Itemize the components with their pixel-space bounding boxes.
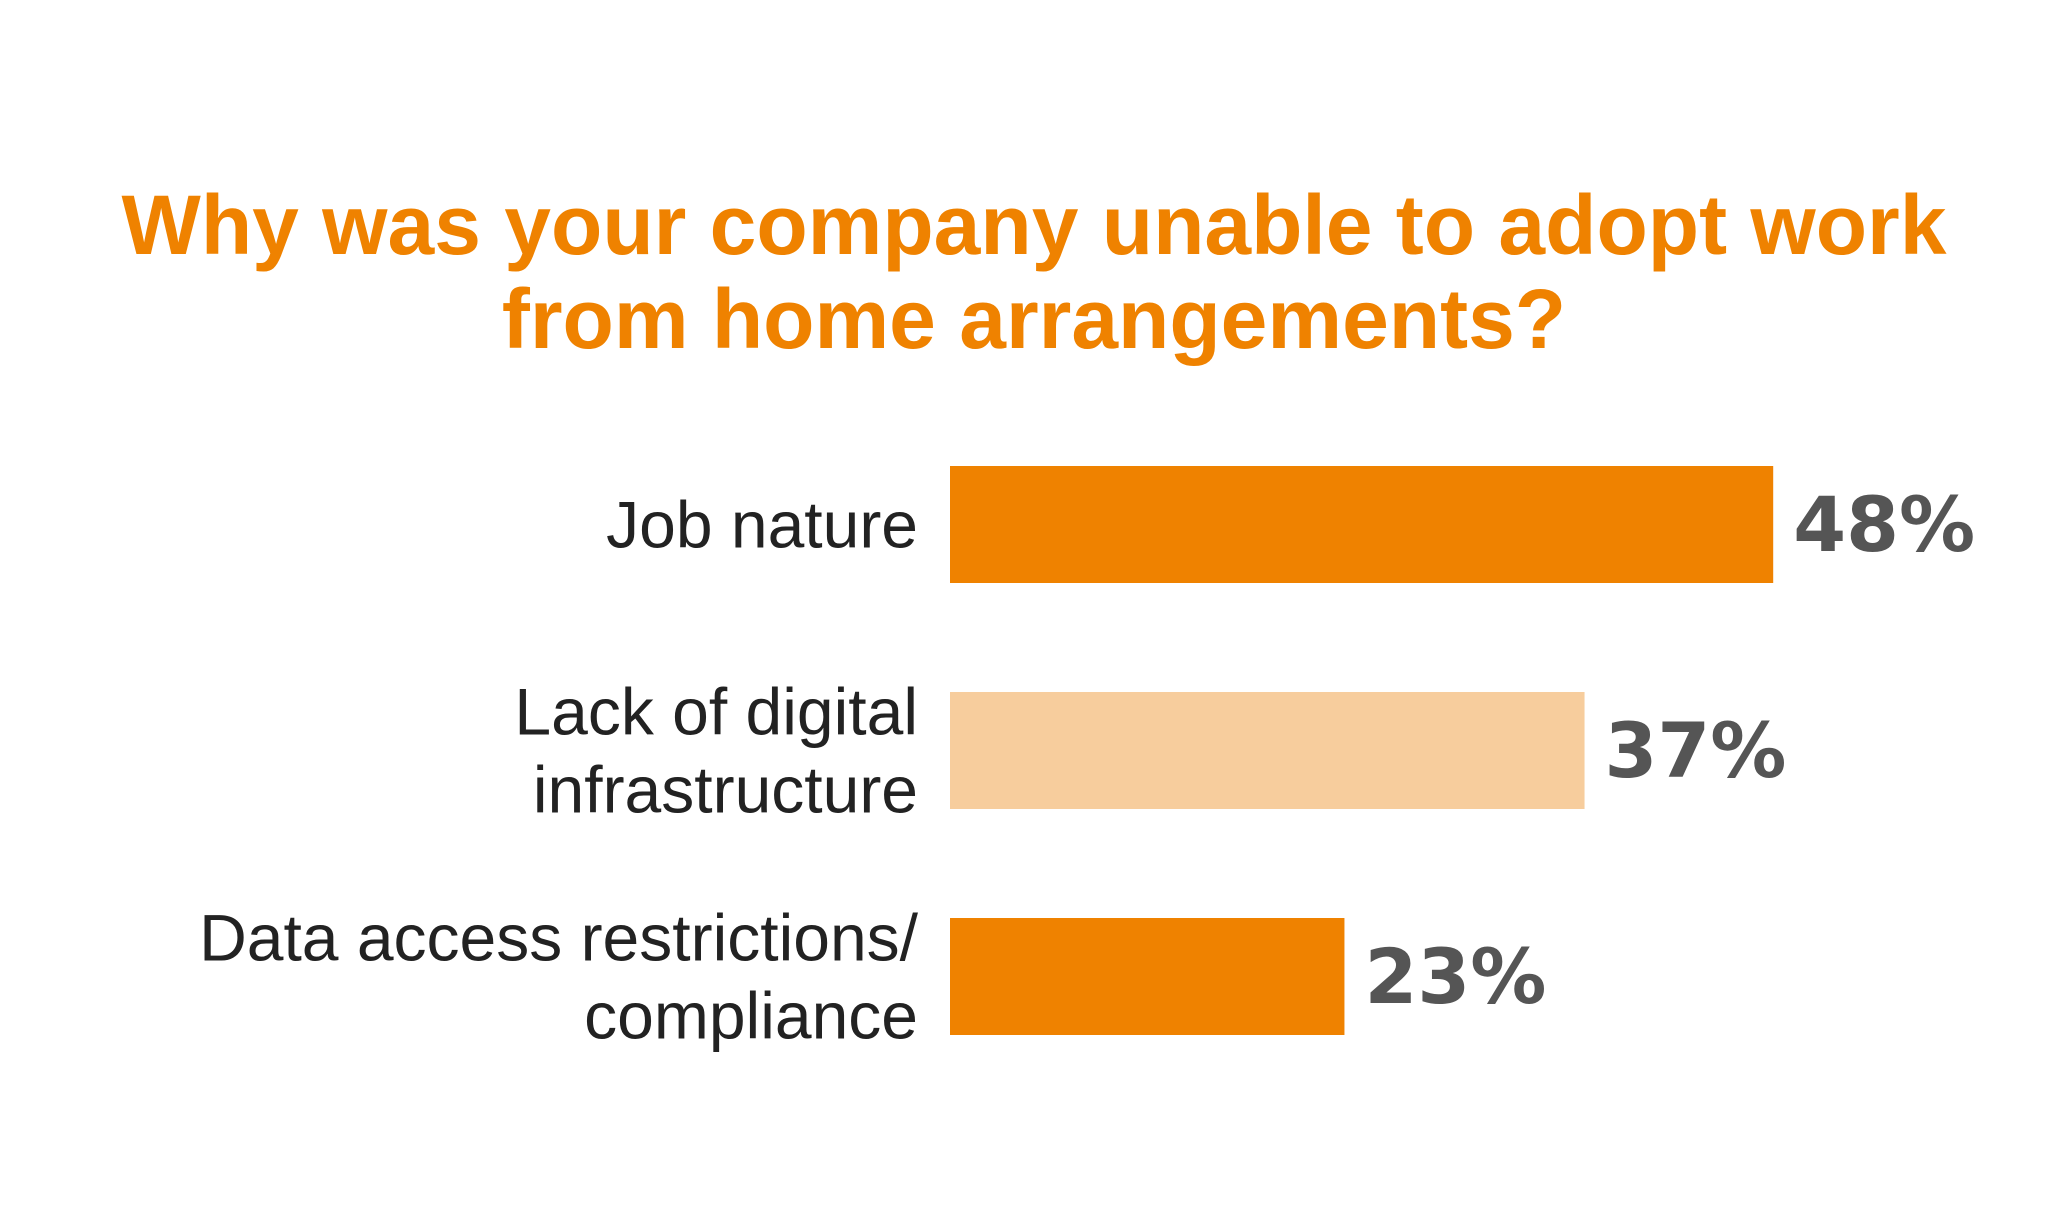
bar-2: [950, 692, 1585, 809]
category-label-3: Data access restrictions/compliance: [199, 901, 919, 1053]
category-label-2: Lack of digital infrastructure: [514, 675, 918, 827]
category-label-1: Job nature: [606, 488, 918, 562]
value-label-3: 23%: [1364, 932, 1546, 1021]
value-label-2: 37%: [1605, 706, 1787, 795]
category-label-3-line-2: compliance: [584, 979, 918, 1053]
bar-1: [950, 466, 1774, 583]
category-label-2-line-2: infrastructure: [533, 753, 918, 827]
value-label-1: 48%: [1793, 480, 1975, 569]
chart-title-line-2: from home arrangements?: [501, 272, 1567, 366]
chart-title: Why was your company unable to adopt wor…: [0, 178, 2068, 366]
category-label-1-line-1: Job nature: [606, 488, 918, 562]
chart-title-line-1: Why was your company unable to adopt wor…: [121, 178, 1947, 272]
category-label-2-line-1: Lack of digital: [514, 675, 918, 749]
bar-3: [950, 918, 1345, 1035]
category-label-3-line-1: Data access restrictions/: [199, 901, 919, 975]
